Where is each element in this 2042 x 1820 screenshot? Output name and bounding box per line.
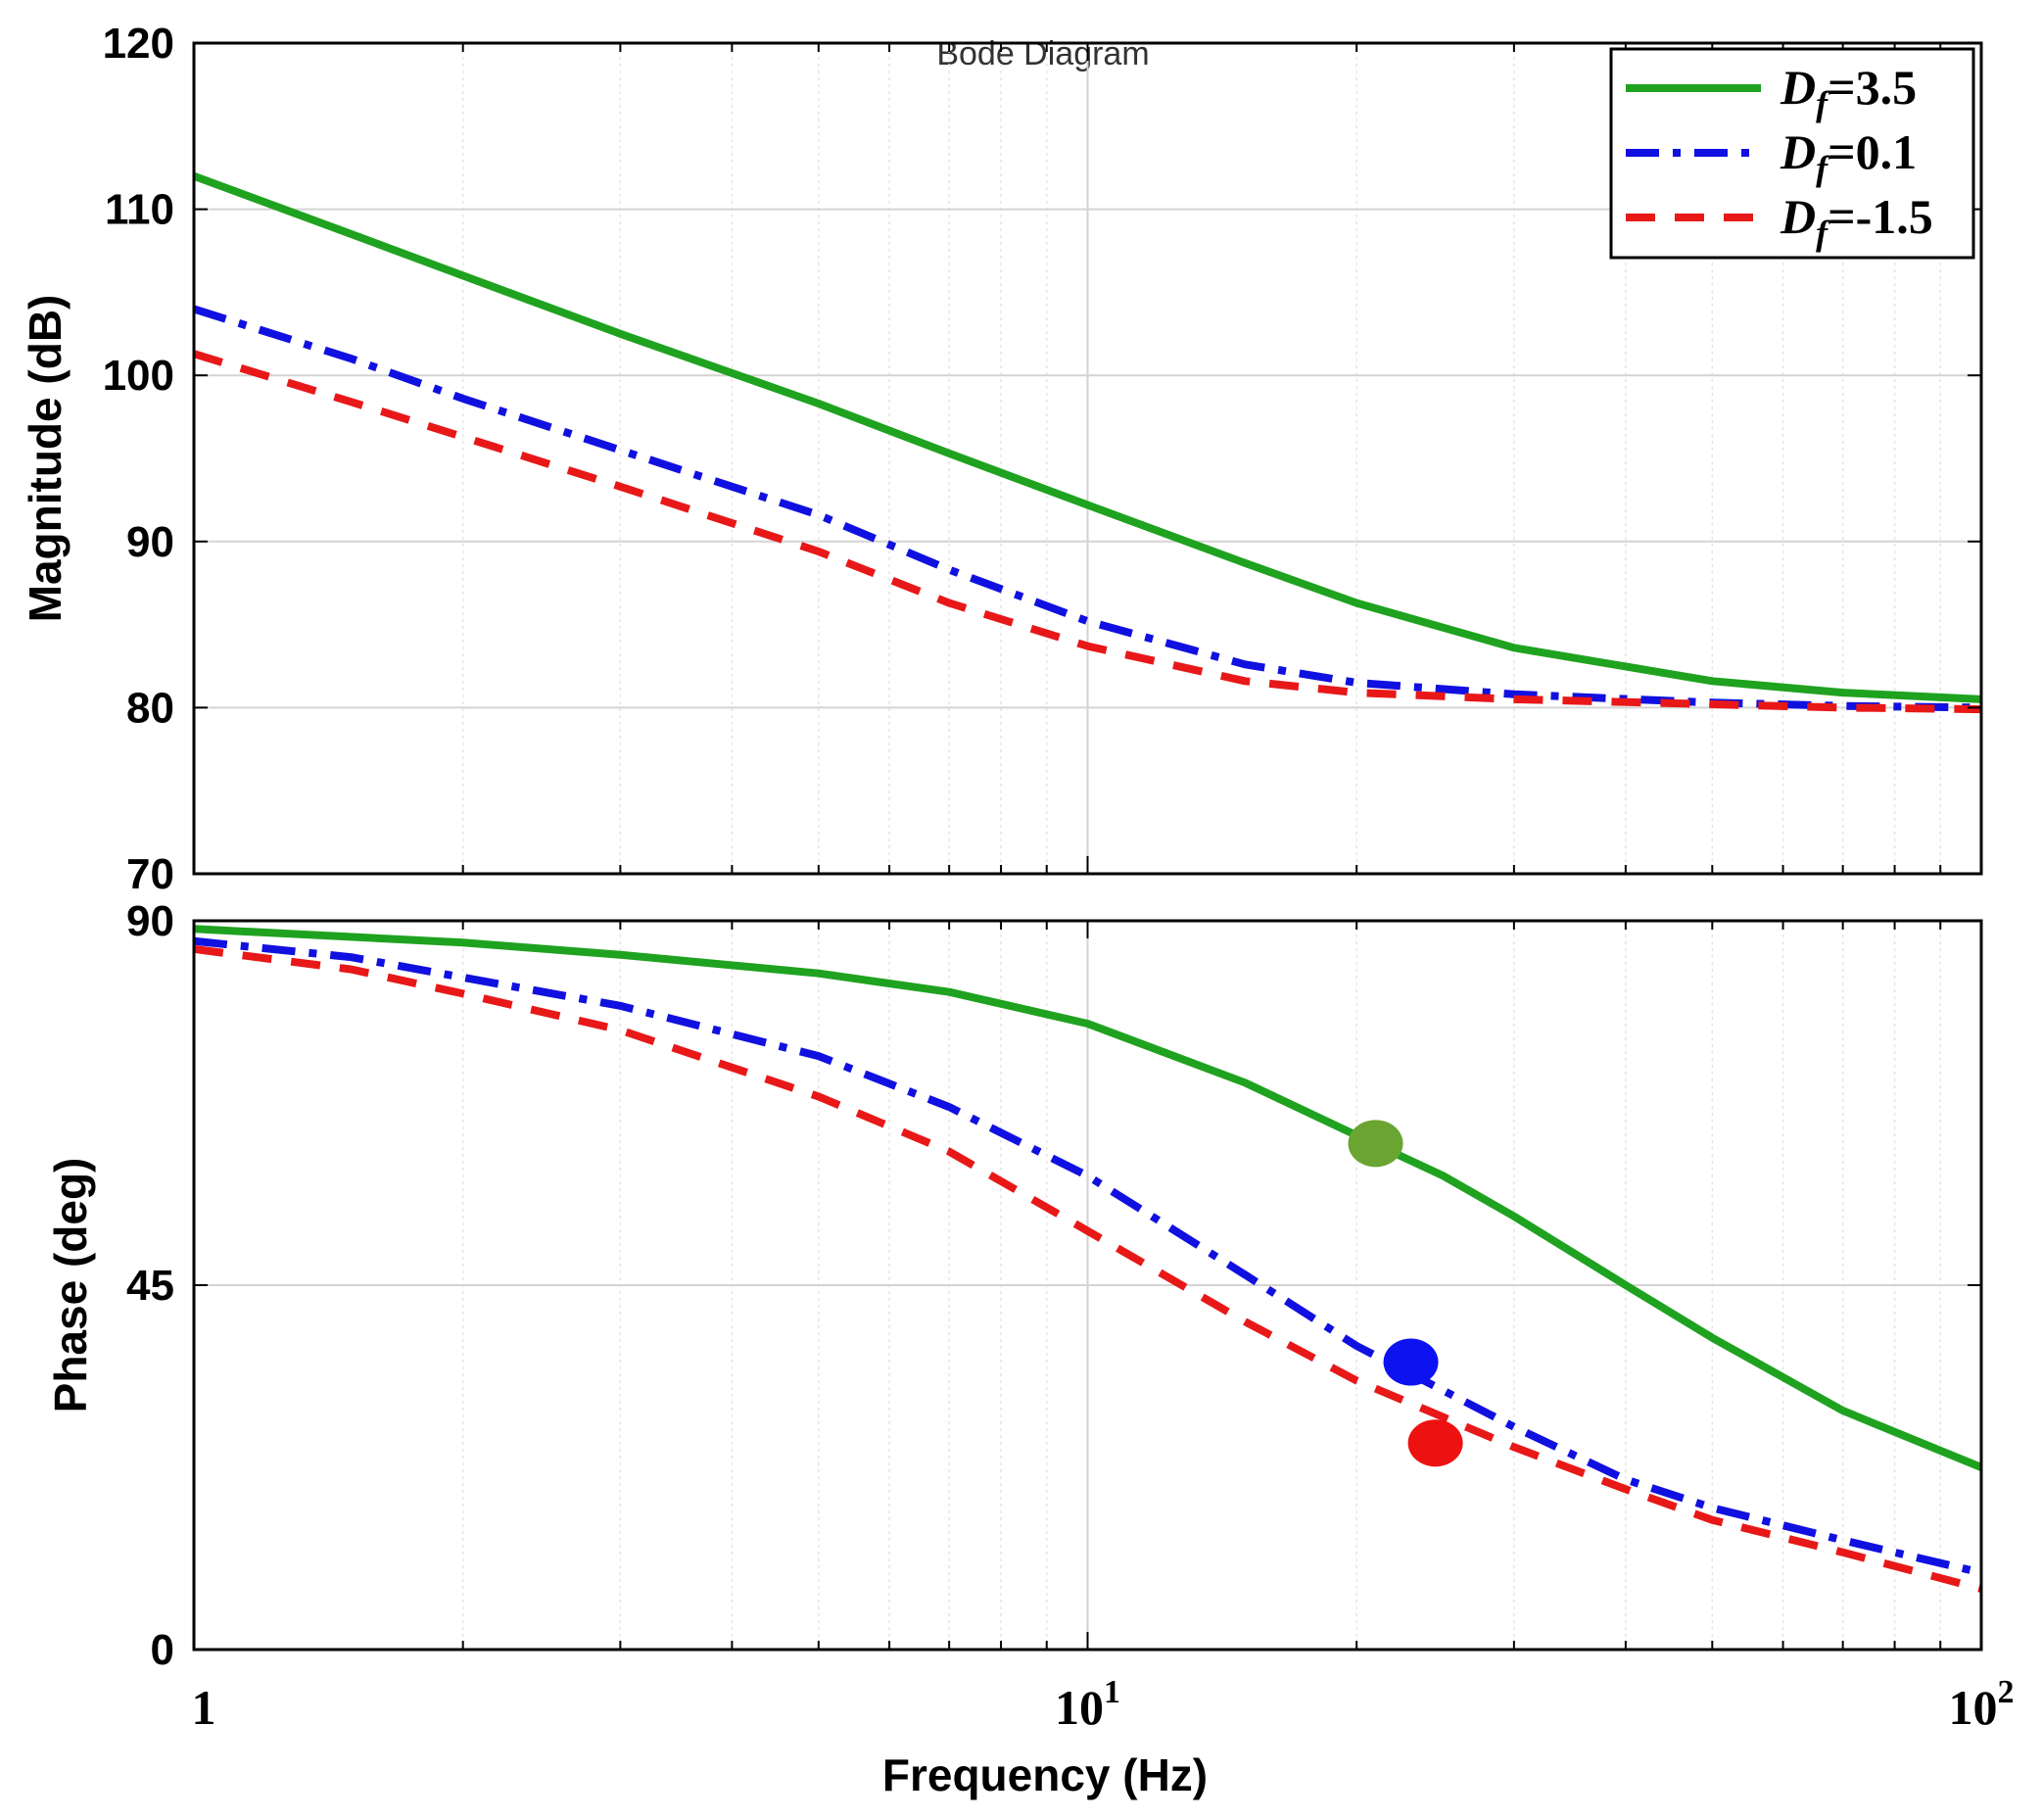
magnitude-series-group	[194, 171, 1981, 714]
legend: Df=3.5Df=0.1Df=-1.5	[1609, 47, 1975, 260]
magnitude-y-axis-label: Magnitude (dB)	[20, 295, 71, 623]
phase-marker-Df_0.1	[1383, 1338, 1439, 1386]
y-tick-label: 45	[126, 1262, 174, 1310]
legend-box	[1609, 47, 1975, 260]
magnitude-curve-Df_3.5	[194, 171, 1981, 703]
axis-ticks	[194, 42, 1981, 1651]
phase-grid	[194, 921, 1981, 1650]
y-tick-label: 90	[126, 518, 174, 566]
y-tick-label: 80	[126, 684, 174, 732]
phase-series-group	[194, 925, 1981, 1593]
y-tick-label: 70	[126, 850, 174, 898]
y-tick-label: 100	[103, 352, 174, 400]
legend-label-Df_3.5: Df=3.5	[1780, 60, 1917, 123]
x-tick-label: 102	[1949, 1674, 2015, 1735]
phase-marker-Df_-1.5	[1407, 1419, 1463, 1467]
x-tick-labels: 1 101 102	[192, 1674, 2015, 1735]
phase-curve-Df_0.1	[194, 936, 1981, 1577]
chart-title: Bode Diagram	[936, 35, 1149, 72]
y-tick-label: 120	[103, 20, 174, 68]
phase-markers-group	[1348, 1120, 1463, 1467]
legend-label-Df_0.1: Df=0.1	[1780, 124, 1917, 188]
phase-y-axis-label: Phase (deg)	[45, 1158, 96, 1413]
magnitude-curve-Df_-1.5	[194, 350, 1981, 714]
y-tick-label: 90	[126, 897, 174, 945]
legend-label-Df_-1.5: Df=-1.5	[1780, 189, 1933, 253]
y-tick-label: 110	[105, 186, 174, 234]
magnitude-y-tick-labels: 70 80 90 100 110 120	[103, 20, 174, 898]
phase-curve-Df_3.5	[194, 925, 1981, 1471]
phase-marker-Df_3.5	[1348, 1120, 1403, 1168]
x-tick-label: 101	[1055, 1674, 1120, 1735]
y-tick-label: 0	[151, 1626, 174, 1674]
phase-y-tick-labels: 0 45 90	[126, 897, 174, 1674]
x-tick-label: 1	[192, 1680, 216, 1735]
x-axis-label: Frequency (Hz)	[882, 1749, 1208, 1800]
phase-curve-Df_-1.5	[194, 944, 1981, 1593]
